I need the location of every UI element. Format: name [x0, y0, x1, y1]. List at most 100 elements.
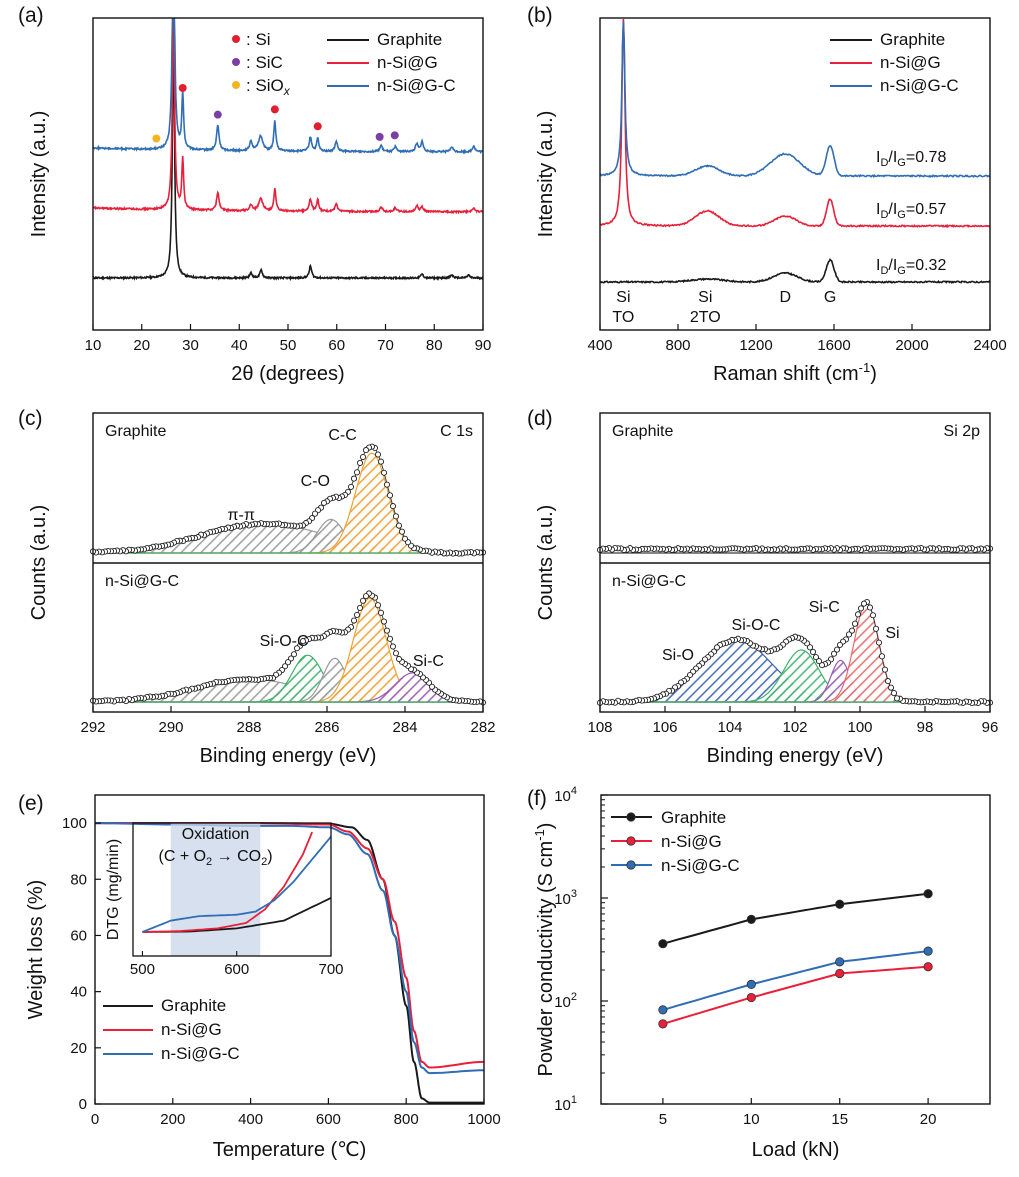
- xps-data-point: [815, 658, 823, 665]
- panel-label: (a): [18, 4, 44, 27]
- x-tick-label: 286: [314, 719, 339, 736]
- legend-label: n-Si@G-C: [161, 1044, 240, 1063]
- x-axis-label: Temperature (℃): [213, 1139, 367, 1161]
- raman-series-0: [599, 258, 991, 284]
- id-ig-ratio-label: ID/IG=0.78: [876, 149, 946, 169]
- x-tick-label: 800: [394, 1111, 419, 1128]
- legend-label: n-Si@G: [661, 832, 722, 851]
- x-tick-label: 200: [160, 1111, 185, 1128]
- y-axis-label: Counts (a.u.): [535, 505, 557, 621]
- legend-label: Graphite: [161, 996, 226, 1015]
- x-tick-label: 40: [231, 337, 248, 354]
- x-tick-label: 600: [316, 1111, 341, 1128]
- conductivity-point: [835, 899, 845, 909]
- conductivity-series-1: [662, 965, 929, 1025]
- xps-data-point: [878, 653, 886, 660]
- legend-label: n-Si@G-C: [377, 76, 456, 95]
- x-tick-label: 80: [426, 337, 443, 354]
- xrd-series-2: [92, 18, 484, 155]
- x-tick-label: 282: [470, 719, 495, 736]
- component-label: Si-C: [413, 653, 444, 670]
- legend-label: n-Si@G: [161, 1020, 222, 1039]
- legend-marker: [626, 860, 636, 870]
- legend-marker: [626, 812, 636, 822]
- xps-data-point: [869, 612, 877, 619]
- y-axis-label: Powder conductivity (S cm-1): [532, 823, 557, 1077]
- component-label: Si-O: [662, 647, 694, 664]
- phase-legend-dot: [232, 35, 240, 43]
- xps-data-point: [383, 627, 391, 634]
- x-tick-label: 106: [652, 719, 677, 736]
- y-tick-label: 101: [554, 1094, 577, 1114]
- phase-legend-label: : SiOx: [246, 76, 291, 98]
- y-tick-label: 60: [70, 927, 87, 944]
- xps-data-point: [293, 645, 301, 652]
- xps-data-point: [389, 643, 397, 650]
- xps-data-point: [290, 651, 298, 658]
- inset-y-axis-label: DTG (mg/min): [105, 839, 122, 940]
- inset-frame: [132, 822, 332, 957]
- y-tick-label: 0: [79, 1096, 87, 1113]
- x-tick-label: 60: [328, 337, 345, 354]
- panel-label: (b): [527, 4, 553, 27]
- conductivity-point: [658, 1005, 668, 1015]
- xps-data-point: [881, 666, 889, 673]
- x-tick-label: 20: [920, 1111, 937, 1128]
- xps-data-point: [893, 695, 901, 702]
- x-tick-label: 284: [392, 719, 417, 736]
- x-tick-label: 5: [659, 1111, 667, 1128]
- x-tick-label: 30: [182, 337, 199, 354]
- y-tick-label: 103: [554, 888, 577, 908]
- xps-data-point: [353, 469, 361, 476]
- xps-data-point: [284, 659, 292, 666]
- conductivity-series-2: [662, 950, 929, 1011]
- xps-data-point: [356, 604, 364, 611]
- xps-data-point: [356, 459, 364, 467]
- xps-data-point: [350, 617, 358, 624]
- xps-data-point: [857, 605, 865, 612]
- legend-label: n-Si@G: [377, 53, 438, 72]
- phase-marker-dot: [152, 134, 161, 143]
- xps-data-point: [347, 483, 355, 490]
- xps-data-point: [386, 492, 394, 499]
- xps-data-point: [320, 499, 328, 506]
- xps-data-point: [392, 650, 400, 657]
- legend-label: Graphite: [661, 808, 726, 827]
- panel-label: (f): [527, 787, 547, 810]
- x-tick-label: 10: [743, 1111, 760, 1128]
- band-label: 2TO: [690, 309, 721, 326]
- xrd-series-0: [92, 18, 484, 282]
- x-axis-label: Load (kN): [752, 1139, 840, 1161]
- xps-data-point: [359, 453, 367, 461]
- xps-data-point: [806, 644, 814, 651]
- oxidation-band: [170, 823, 261, 956]
- xps-data-point: [866, 604, 874, 611]
- x-tick-label: 800: [665, 337, 690, 354]
- xps-data-point: [833, 646, 841, 653]
- xps-data-point: [890, 690, 898, 697]
- band-label: Si: [698, 289, 712, 306]
- phase-legend-label: : Si: [246, 30, 271, 49]
- xps-data-point: [353, 611, 361, 618]
- y-tick-label: 20: [70, 1040, 87, 1057]
- x-tick-label: 50: [280, 337, 297, 354]
- xps-data-point: [884, 678, 892, 685]
- x-tick-label: 90: [475, 337, 492, 354]
- xps-data-point: [362, 593, 370, 600]
- subplot-sample-label: n-Si@G-C: [612, 573, 686, 590]
- xps-data-point: [860, 600, 868, 607]
- y-tick-label: 40: [70, 984, 87, 1001]
- x-tick-label: 10: [85, 337, 102, 354]
- x-tick-label: 104: [717, 719, 742, 736]
- xps-data-point: [395, 522, 403, 529]
- phase-legend-label: : SiC: [246, 53, 283, 72]
- x-tick-label: 400: [587, 337, 612, 354]
- component-label: C-O: [301, 473, 330, 490]
- y-tick-label: 80: [70, 871, 87, 888]
- xps-data-point: [350, 475, 358, 482]
- xrd-series-1: [92, 18, 484, 215]
- tga-series-1: [95, 822, 485, 1069]
- y-axis-label: Intensity (a.u.): [28, 111, 50, 238]
- id-ig-ratio-label: ID/IG=0.32: [876, 257, 946, 277]
- legend-marker: [626, 836, 636, 846]
